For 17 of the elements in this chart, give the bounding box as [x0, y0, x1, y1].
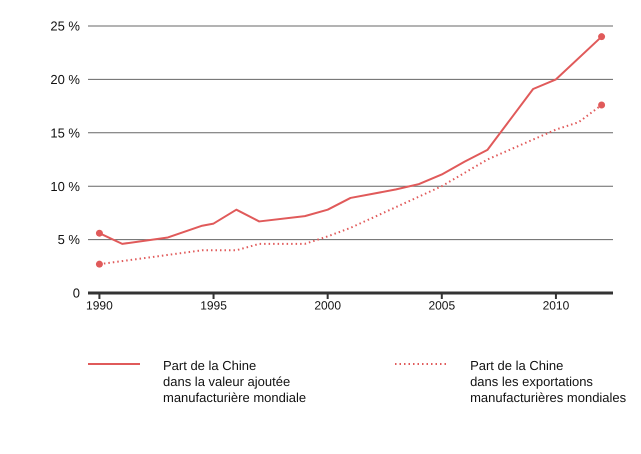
point [96, 230, 103, 237]
x-tick-label: 1995 [200, 298, 228, 313]
x-tick-label: 1990 [86, 298, 114, 313]
y-tick-label: 25 % [50, 18, 80, 34]
y-tick-label: 5 % [58, 232, 80, 248]
x-tick-label: 2005 [428, 298, 456, 313]
y-tick-label: 20 % [50, 72, 80, 88]
point [96, 260, 103, 268]
y-tick-label: 10 % [50, 178, 80, 194]
legend-label: Part de la Chine dans la valeur ajoutée manufacturière mondiale [163, 358, 306, 406]
legend-label: Part de la Chine dans les exportations manufacturières mondiales [470, 358, 626, 406]
x-tick-label: 2010 [542, 298, 570, 313]
y-tick-label: 15 % [50, 125, 80, 140]
point [598, 102, 606, 109]
point [598, 33, 606, 40]
y-tick-label: 0 [72, 286, 80, 301]
x-tick-label: 2000 [314, 298, 342, 313]
